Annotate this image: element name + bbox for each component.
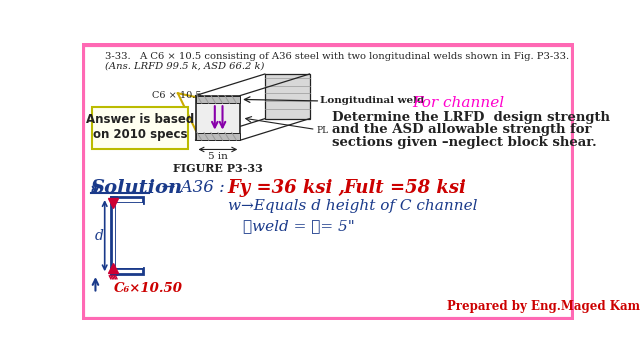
Text: C6 × 10.5: C6 × 10.5: [152, 91, 202, 100]
Text: and the ASD allowable strength for: and the ASD allowable strength for: [332, 123, 591, 136]
Text: Prepared by Eng.Maged Kamel.: Prepared by Eng.Maged Kamel.: [447, 300, 640, 313]
Text: Fult =58 ksi: Fult =58 ksi: [344, 179, 467, 197]
Text: 3-33.   A C6 × 10.5 consisting of A36 steel with two longitudinal welds shown in: 3-33. A C6 × 10.5 consisting of A36 stee…: [105, 53, 569, 62]
Text: (Ans. LRFD 99.5 k, ASD 66.2 k): (Ans. LRFD 99.5 k, ASD 66.2 k): [105, 62, 264, 71]
Text: sections given –neglect block shear.: sections given –neglect block shear.: [332, 136, 596, 149]
Text: Determine the LRFD  design strength: Determine the LRFD design strength: [332, 111, 610, 124]
Bar: [196, 95, 240, 103]
Polygon shape: [265, 74, 310, 119]
Text: ℓweld = ℓ= 5": ℓweld = ℓ= 5": [243, 219, 355, 233]
Text: C₆×10.50: C₆×10.50: [114, 282, 183, 295]
Text: Longitudinal weld: Longitudinal weld: [320, 95, 424, 104]
FancyBboxPatch shape: [92, 107, 188, 149]
Text: d: d: [94, 229, 103, 243]
Text: For channel: For channel: [413, 95, 505, 109]
Text: → A36 :: → A36 :: [151, 179, 225, 196]
Text: FIGURE P3-33: FIGURE P3-33: [173, 163, 263, 174]
Bar: [111, 268, 143, 274]
Text: Fy =36 ksi ,: Fy =36 ksi ,: [228, 179, 346, 197]
Text: Solution: Solution: [91, 179, 183, 197]
Text: PL: PL: [316, 126, 328, 135]
Bar: [111, 197, 143, 203]
Bar: [196, 132, 240, 140]
Bar: [116, 203, 143, 268]
Bar: [111, 197, 116, 274]
Text: w→Equals d height of C channel: w→Equals d height of C channel: [228, 199, 477, 213]
Text: 5 in: 5 in: [208, 152, 228, 161]
Text: Answer is based
on 2010 specs: Answer is based on 2010 specs: [86, 113, 195, 141]
Bar: [196, 95, 240, 140]
